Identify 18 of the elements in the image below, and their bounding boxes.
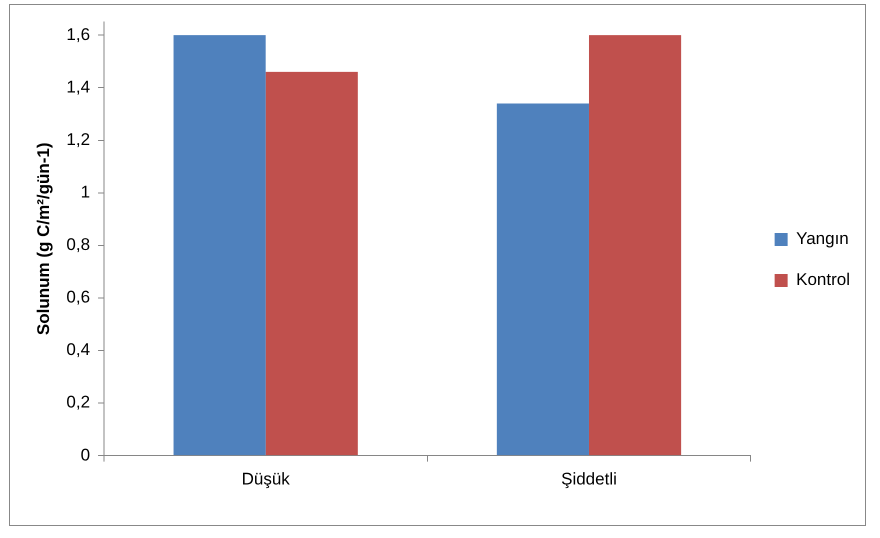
y-tick-label: 0,4: [66, 340, 90, 360]
legend-label: Yangın: [796, 229, 849, 248]
y-tick-label: 1,4: [66, 77, 90, 96]
y-tick-label: 0,6: [66, 288, 90, 307]
y-tick-label: 1,2: [66, 130, 90, 149]
bar: [174, 35, 266, 456]
y-tick-label: 0,2: [66, 392, 90, 412]
bar: [496, 103, 589, 456]
y-axis-title: Solunum (g C/m²/gün-1): [34, 142, 53, 336]
y-tick-label: 1: [80, 182, 90, 202]
x-tick-label: Şiddetli: [561, 469, 617, 488]
legend-label: Kontrol: [796, 270, 850, 290]
bar: [266, 72, 358, 456]
y-tick-label: 0: [80, 445, 90, 464]
y-tick-label: 0,8: [66, 235, 90, 254]
y-tick-label: 1,6: [66, 24, 90, 44]
x-tick-label: Düşük: [242, 469, 290, 488]
bar: [588, 35, 682, 456]
